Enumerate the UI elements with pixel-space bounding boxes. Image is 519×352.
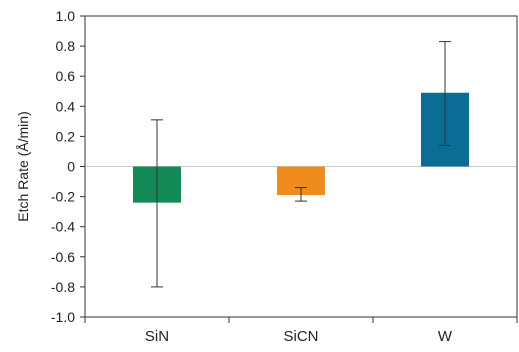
y-tick-label: 0 — [67, 159, 75, 175]
y-tick-label: -0.6 — [51, 249, 75, 265]
error-bar-sin — [151, 119, 163, 288]
x-axis: SiN SiCN W — [84, 317, 518, 345]
y-tick-label: -0.4 — [51, 219, 75, 235]
bars — [133, 92, 469, 203]
y-tick-label: 0.4 — [56, 98, 76, 114]
y-axis: 1.0 0.8 0.6 0.4 0.2 0 -0.2 -0.4 -0.6 -0.8 -1.0 — [51, 8, 85, 325]
x-tick-label: SiN — [145, 328, 169, 345]
y-tick-label: 0.2 — [56, 128, 76, 144]
x-tick-label: W — [438, 328, 453, 345]
error-bars — [151, 41, 451, 288]
y-tick-label: 0.6 — [56, 68, 76, 84]
error-bar-w — [439, 41, 451, 146]
y-tick-label: -0.8 — [51, 279, 75, 295]
y-tick-label: -1.0 — [51, 309, 75, 325]
y-tick-label: 0.8 — [56, 38, 76, 54]
error-bar-sicn — [295, 187, 307, 202]
y-tick-label: -0.2 — [51, 189, 75, 205]
y-axis-title: Etch Rate (Å/min) — [15, 111, 31, 221]
y-tick-label: 1.0 — [56, 8, 76, 24]
x-tick-label: SiCN — [283, 328, 318, 345]
